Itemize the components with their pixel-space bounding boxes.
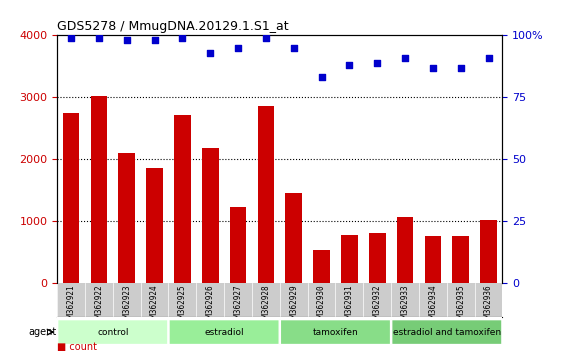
- Point: [484, 55, 493, 61]
- Text: GSM362927: GSM362927: [234, 284, 243, 326]
- Text: estradiol and tamoxifen: estradiol and tamoxifen: [393, 327, 501, 337]
- Text: GSM362930: GSM362930: [317, 284, 326, 326]
- Bar: [90, 96, 107, 282]
- Bar: [118, 153, 135, 282]
- Point: [345, 62, 354, 68]
- FancyBboxPatch shape: [58, 320, 168, 344]
- Bar: [313, 250, 330, 282]
- Bar: [174, 114, 191, 282]
- FancyBboxPatch shape: [169, 320, 279, 344]
- Text: GDS5278 / MmugDNA.20129.1.S1_at: GDS5278 / MmugDNA.20129.1.S1_at: [57, 20, 289, 33]
- Point: [206, 50, 215, 56]
- Bar: [480, 220, 497, 282]
- Text: estradiol: estradiol: [204, 327, 244, 337]
- Text: GSM362926: GSM362926: [206, 284, 215, 326]
- Text: tamoxifen: tamoxifen: [312, 327, 359, 337]
- Text: GSM362929: GSM362929: [289, 284, 298, 326]
- Bar: [230, 207, 247, 282]
- Point: [456, 65, 465, 70]
- Text: agent: agent: [29, 327, 57, 337]
- Text: GSM362923: GSM362923: [122, 284, 131, 326]
- Text: GSM362921: GSM362921: [66, 284, 75, 326]
- Point: [400, 55, 409, 61]
- Point: [178, 35, 187, 41]
- Point: [94, 35, 103, 41]
- Bar: [452, 236, 469, 282]
- Point: [317, 75, 326, 80]
- Point: [262, 35, 271, 41]
- Text: GSM362922: GSM362922: [94, 284, 103, 326]
- Point: [66, 35, 75, 41]
- Point: [373, 60, 382, 65]
- Bar: [369, 233, 385, 282]
- Text: GSM362925: GSM362925: [178, 284, 187, 326]
- Text: GSM362933: GSM362933: [400, 284, 409, 326]
- Bar: [341, 235, 357, 282]
- Text: GSM362936: GSM362936: [484, 284, 493, 326]
- Bar: [63, 113, 79, 282]
- Bar: [425, 236, 441, 282]
- Text: ■ count: ■ count: [57, 342, 97, 352]
- Bar: [258, 106, 274, 282]
- Point: [234, 45, 243, 51]
- Text: GSM362931: GSM362931: [345, 284, 354, 326]
- Point: [289, 45, 298, 51]
- Point: [122, 38, 131, 43]
- Text: GSM362928: GSM362928: [262, 284, 271, 326]
- Bar: [397, 217, 413, 282]
- Point: [428, 65, 437, 70]
- Bar: [146, 168, 163, 282]
- Bar: [286, 193, 302, 282]
- Text: GSM362924: GSM362924: [150, 284, 159, 326]
- Text: GSM362935: GSM362935: [456, 284, 465, 326]
- Text: GSM362934: GSM362934: [428, 284, 437, 326]
- FancyBboxPatch shape: [280, 320, 391, 344]
- Text: control: control: [97, 327, 128, 337]
- Bar: [202, 148, 219, 282]
- Point: [150, 38, 159, 43]
- FancyBboxPatch shape: [392, 320, 502, 344]
- Text: GSM362932: GSM362932: [373, 284, 382, 326]
